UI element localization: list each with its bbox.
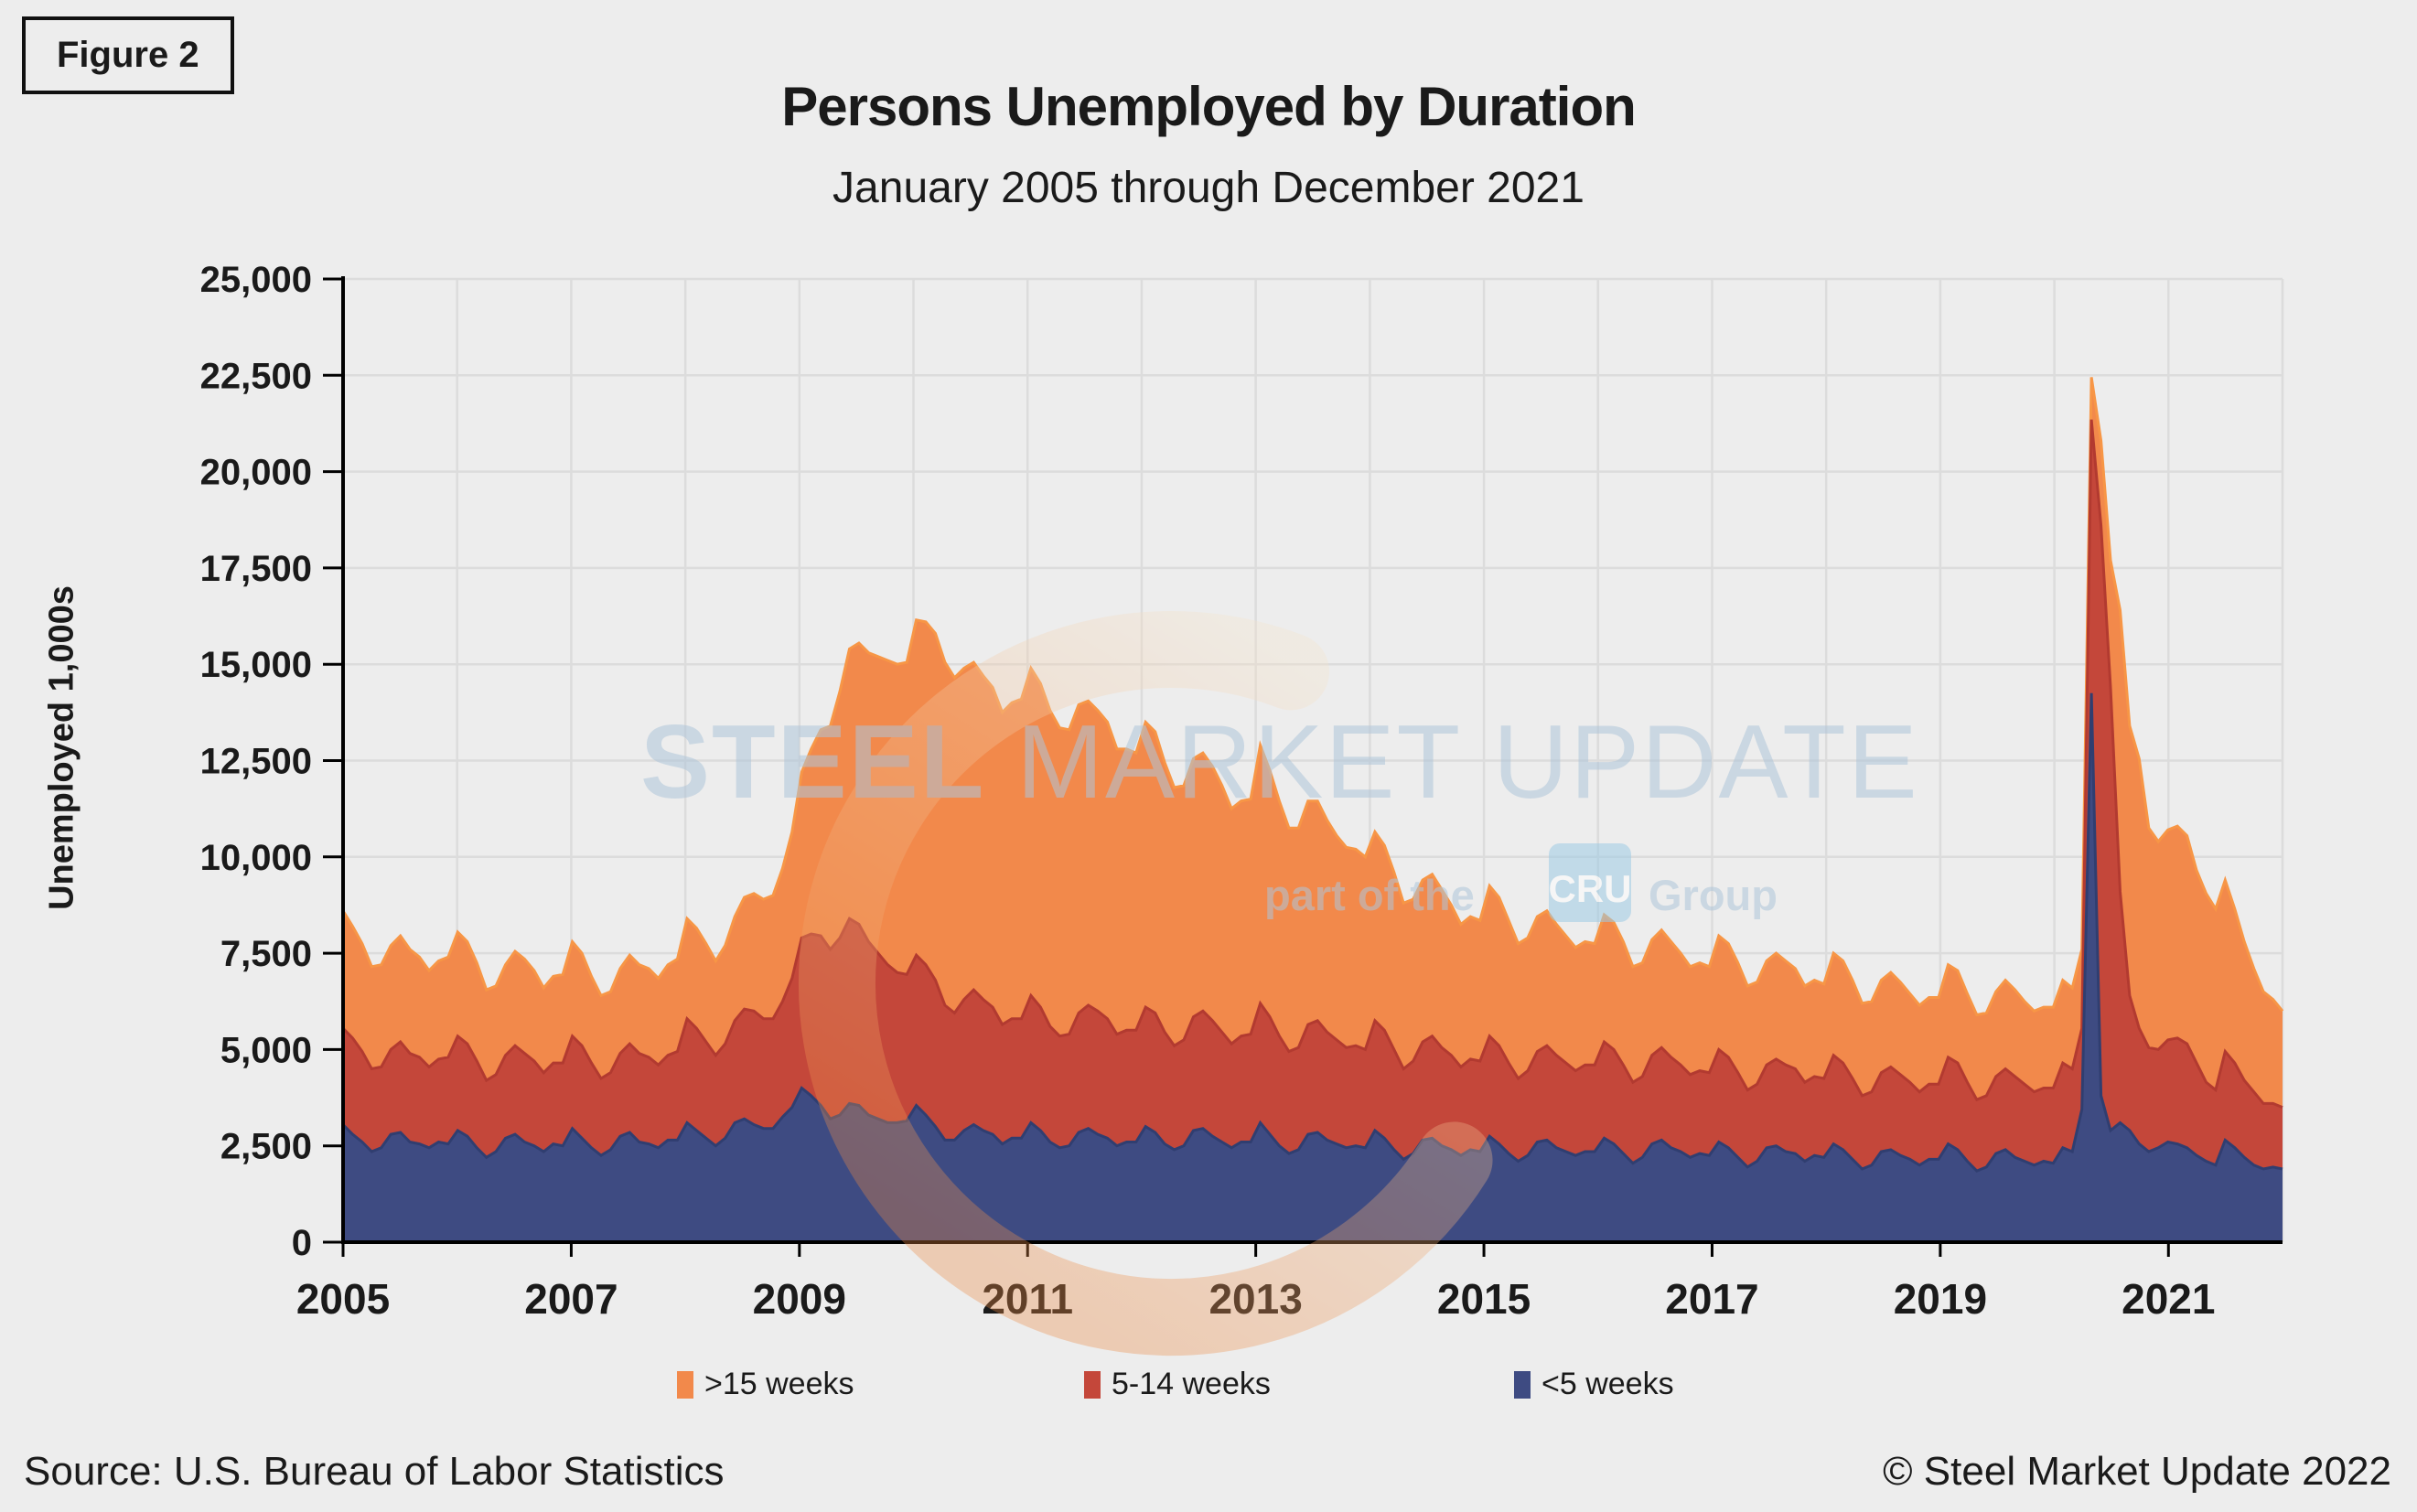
y-tick-label: 17,500: [200, 549, 312, 589]
x-tick-label: 2019: [1894, 1275, 1987, 1323]
crescent-logo-icon: [799, 611, 1543, 1356]
legend-item-lt5-weeks: <5 weeks: [1514, 1367, 1674, 1402]
cru-logo-text: CRU: [1549, 867, 1632, 910]
chart-legend: >15 weeks 5-14 weeks <5 weeks: [0, 1367, 2417, 1410]
y-tick-label: 7,500: [220, 934, 312, 974]
watermark-update: UPDATE: [1493, 704, 1919, 820]
legend-swatch-gt15-weeks: [677, 1370, 693, 1399]
legend-label-gt15-weeks: >15 weeks: [704, 1367, 854, 1401]
watermark: STEEL MARKET UPDATE part of the CRU Grou…: [640, 611, 1919, 1356]
cru-logo-box: [1549, 843, 1631, 922]
y-tick-label: 0: [292, 1223, 312, 1263]
area-5weeks: [343, 692, 2283, 1242]
y-tick-label: 5,000: [220, 1030, 312, 1070]
y-tick-label: 12,500: [200, 742, 312, 782]
y-tick-label: 15,000: [200, 645, 312, 685]
legend-label-5-14-weeks: 5-14 weeks: [1112, 1367, 1271, 1401]
legend-label-lt5-weeks: <5 weeks: [1542, 1367, 1674, 1401]
x-tick-label: 2021: [2122, 1275, 2215, 1323]
watermark-steel: STEEL: [640, 704, 985, 820]
watermark-wordmark: STEEL MARKET UPDATE: [640, 704, 1919, 820]
watermark-market: MARKET: [1016, 704, 1462, 820]
x-tick-label: 2007: [524, 1275, 618, 1323]
legend-swatch-lt5-weeks: [1514, 1370, 1531, 1399]
copyright-note: © Steel Market Update 2022: [1883, 1449, 2391, 1494]
y-tick-label: 2,500: [220, 1127, 312, 1167]
y-tick-label: 25,000: [200, 260, 312, 300]
x-tick-label: 2005: [296, 1275, 390, 1323]
y-tick-label: 20,000: [200, 453, 312, 493]
source-note: Source: U.S. Bureau of Labor Statistics: [24, 1449, 725, 1494]
legend-swatch-5-14-weeks: [1084, 1370, 1101, 1399]
chart-title: Persons Unemployed by Duration: [781, 76, 1637, 137]
x-tick-label: 2009: [753, 1275, 846, 1323]
chart-subtitle: January 2005 through December 2021: [833, 164, 1584, 212]
y-tick-label: 10,000: [200, 838, 312, 878]
edge-5weeks: [341, 692, 2283, 1173]
watermark-part-of-the: part of the: [1264, 871, 1475, 919]
figure-label-badge: Figure 2: [22, 16, 234, 94]
y-tick-label: 22,500: [200, 356, 312, 396]
edge-15weeks: [341, 377, 2284, 1017]
legend-item-5-14-weeks: 5-14 weeks: [1084, 1367, 1271, 1402]
edge-5-14weeks: [341, 419, 2283, 1109]
legend-item-gt15-weeks: >15 weeks: [677, 1367, 854, 1402]
x-tick-label: 2017: [1665, 1275, 1758, 1323]
x-tick-label: 2015: [1437, 1275, 1531, 1323]
watermark-group: Group: [1649, 871, 1778, 919]
